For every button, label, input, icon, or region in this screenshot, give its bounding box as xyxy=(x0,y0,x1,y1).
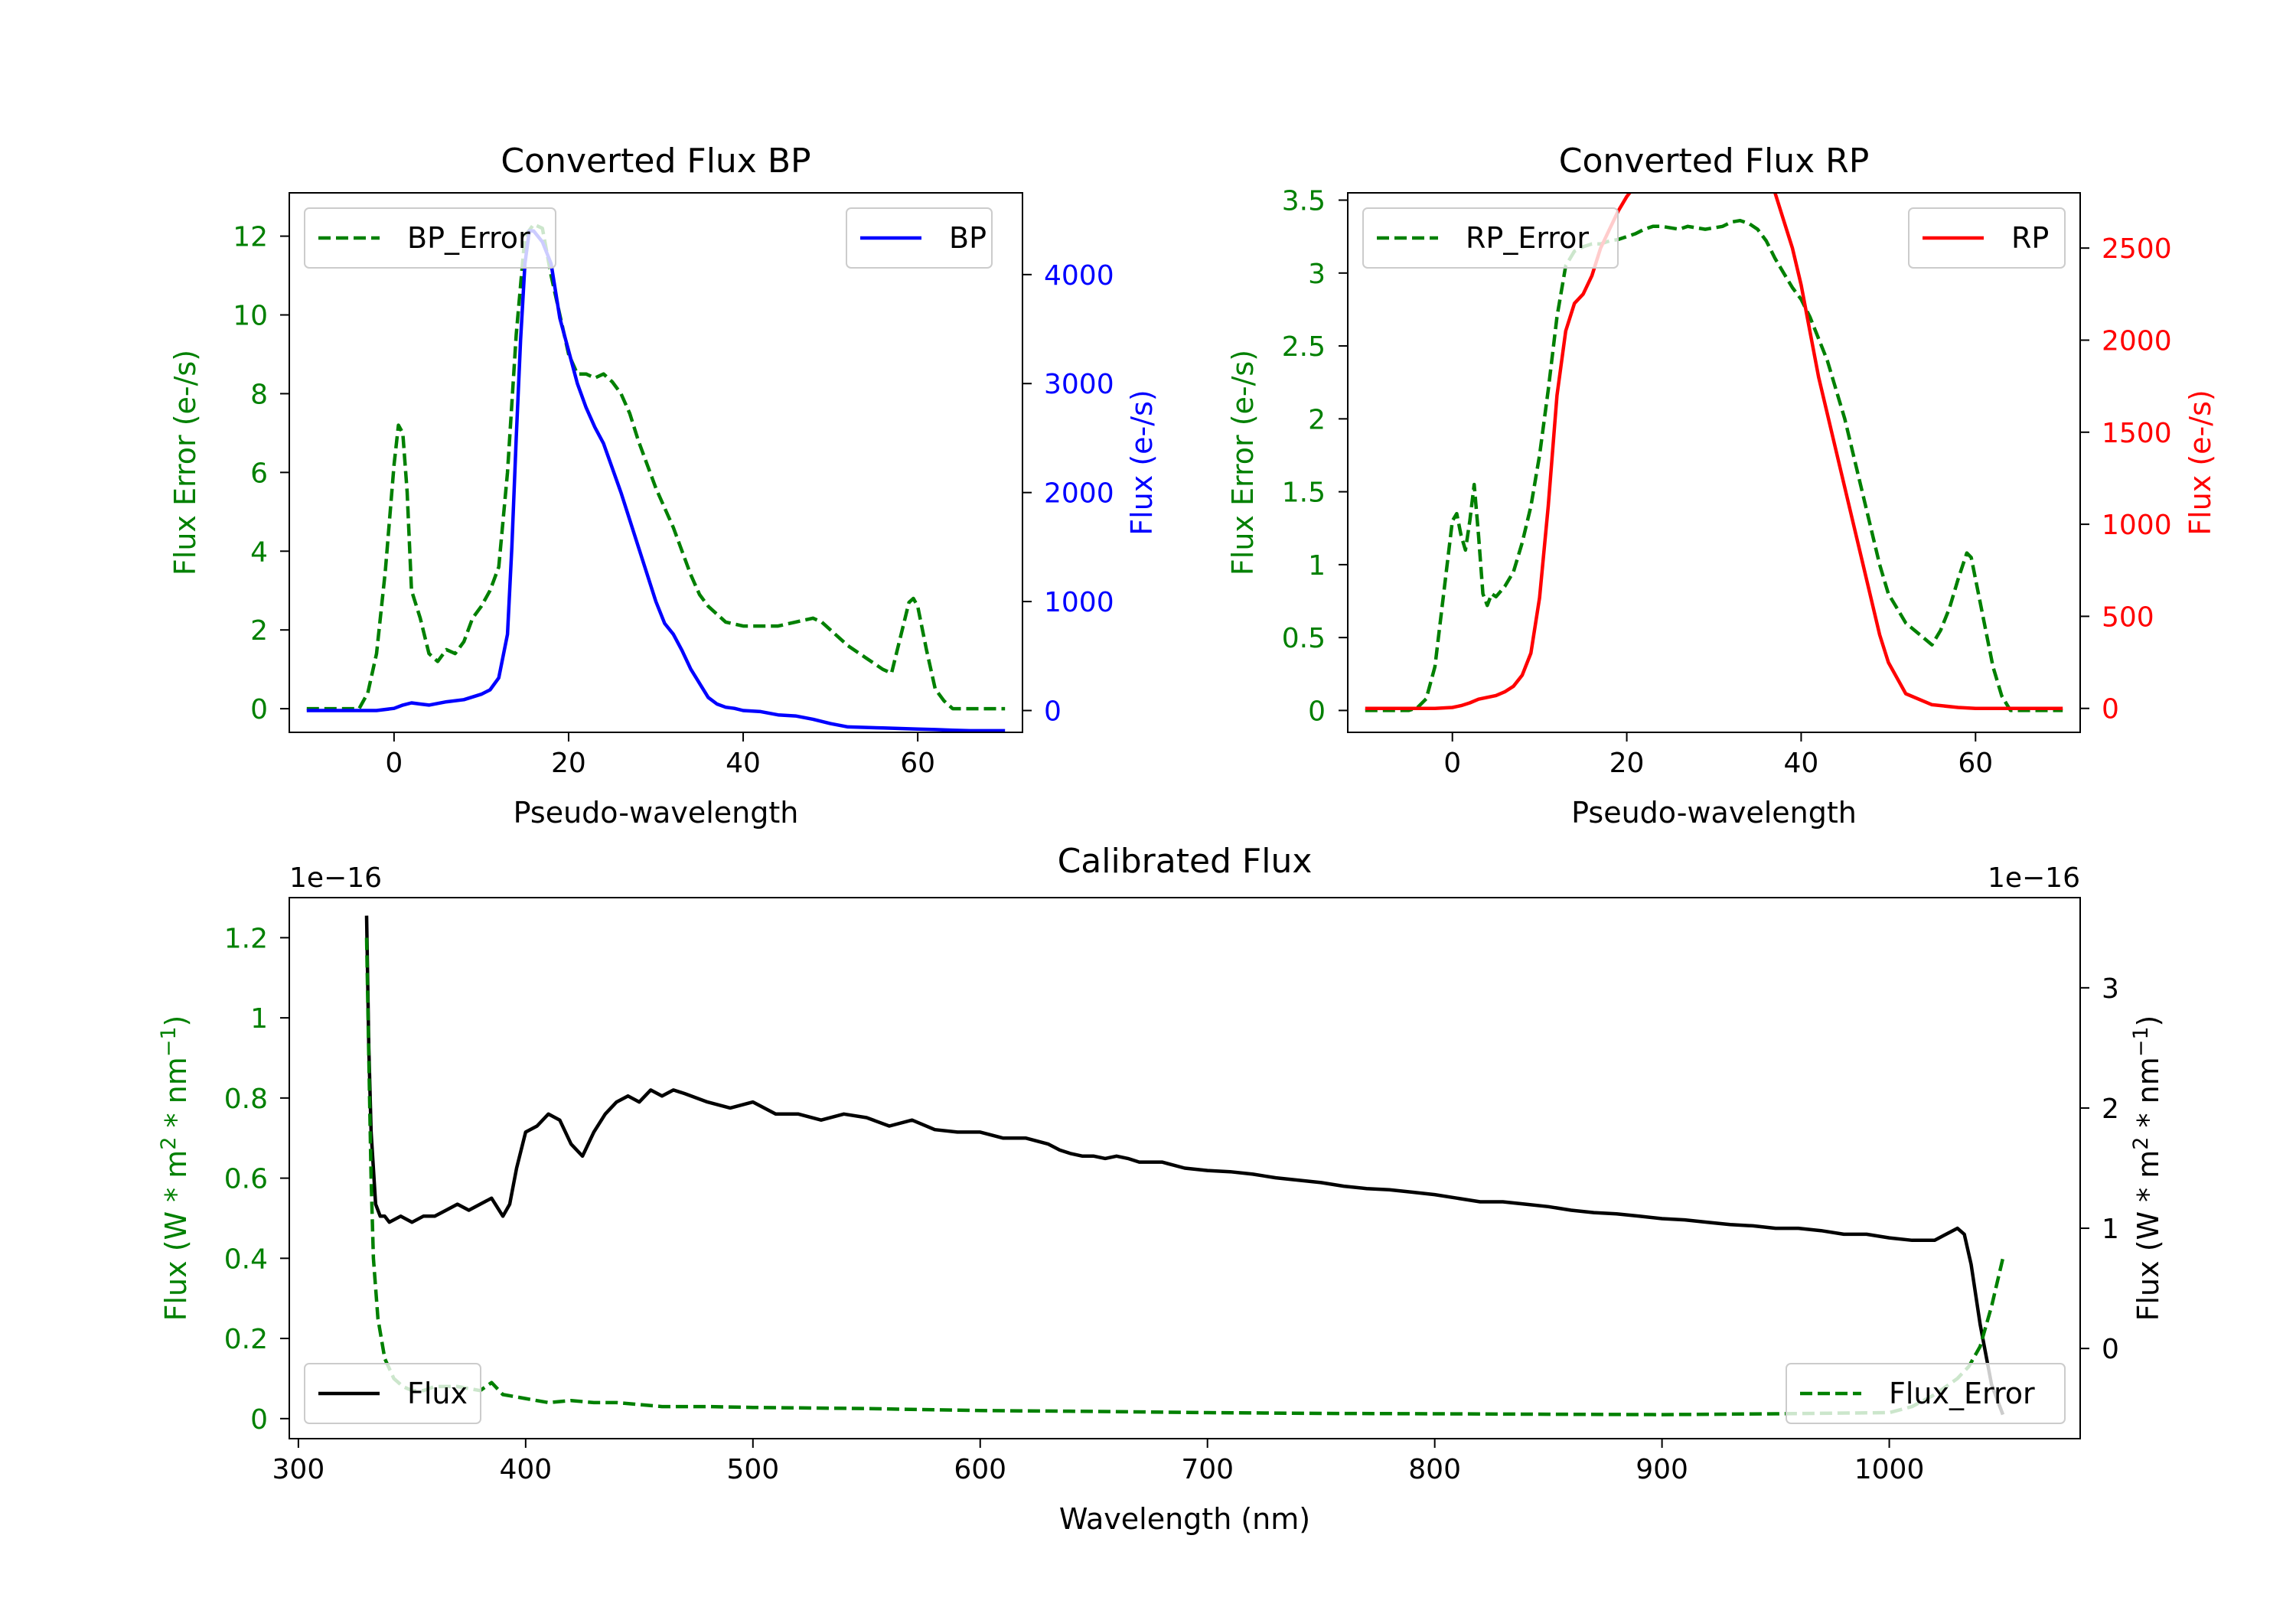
legend-flux: Flux xyxy=(304,1363,481,1424)
x-tick-label: 0 xyxy=(385,748,403,779)
y-right-tick-label: 1 xyxy=(2102,1214,2119,1245)
y-left-tick-label: 1 xyxy=(1308,550,1326,582)
legend-bp-error: BP_Error xyxy=(304,207,556,269)
legend-rp-error: RP_Error xyxy=(1362,207,1619,269)
series-line-rp xyxy=(1365,193,2063,710)
x-tick-label: 1000 xyxy=(1854,1454,1925,1485)
y-left-tick-label: 12 xyxy=(233,222,268,253)
series-line-rp-error xyxy=(1365,218,2063,712)
y-right-tick-label: 500 xyxy=(2102,601,2154,633)
y-right-tick-label: 0 xyxy=(2102,1334,2119,1365)
y-right-tick-label: 0 xyxy=(1044,696,1062,728)
series-line-bp-error xyxy=(306,222,1006,711)
y-left-tick-label: 3.5 xyxy=(1282,186,1326,217)
y-right-tick-label: 3000 xyxy=(1044,369,1114,400)
x-tick-label: 900 xyxy=(1636,1454,1688,1485)
x-tick-label: 60 xyxy=(1958,748,1993,779)
x-tick-label: 800 xyxy=(1408,1454,1461,1485)
y-right-tick-label: 0 xyxy=(2102,694,2119,725)
y-right-tick-label: 1000 xyxy=(1044,587,1114,618)
y-right-tick-label: 3 xyxy=(2102,973,2119,1005)
x-tick-label: 40 xyxy=(1784,748,1819,779)
x-tick-label: 20 xyxy=(1609,748,1645,779)
y-right-tick-label: 1500 xyxy=(2102,418,2172,449)
legend-label: RP_Error xyxy=(1466,221,1589,255)
x-axis-label: Pseudo-wavelength xyxy=(1571,796,1857,830)
legend-label: Flux_Error xyxy=(1889,1377,2035,1410)
y-left-tick-label: 1.5 xyxy=(1282,478,1326,509)
legend-label: Flux xyxy=(407,1377,468,1410)
y-left-tick-label: 0 xyxy=(250,694,268,725)
x-tick-label: 20 xyxy=(551,748,586,779)
y-left-axis-label: Flux Error (e-/s) xyxy=(168,350,202,575)
y-left-tick-label: 2 xyxy=(1308,404,1326,435)
y-right-tick-label: 1000 xyxy=(2102,510,2172,541)
y-left-tick-label: 2.5 xyxy=(1282,331,1326,363)
y-right-axis-label: Flux (e-/s) xyxy=(1125,390,1159,535)
rp-flux-panel: Converted Flux RP 0 20 40 60 0 0.5 1 1.5 2 2.5 3 3.5… xyxy=(1226,142,2217,830)
plot-frame xyxy=(289,192,1023,733)
y-right-offset-text: 1e−16 xyxy=(1988,862,2080,894)
y-left-tick-label: 0.8 xyxy=(224,1084,268,1115)
legend-bp: BP xyxy=(846,207,993,269)
y-left-tick-label: 0.2 xyxy=(224,1324,268,1355)
y-right-tick-label: 2500 xyxy=(2102,233,2172,265)
y-left-tick-label: 0.5 xyxy=(1282,623,1326,654)
chart-title: Converted Flux RP xyxy=(1559,142,1870,181)
x-axis-label: Wavelength (nm) xyxy=(1059,1502,1310,1536)
y-left-tick-label: 2 xyxy=(250,615,268,647)
legend-box xyxy=(304,207,556,269)
y-left-offset-text: 1e−16 xyxy=(289,862,382,894)
y-left-tick-label: 0 xyxy=(250,1404,268,1436)
bp-flux-panel: Converted Flux BP 0 20 40 60 0 2 4 6 8 10 12 0 1000 20… xyxy=(168,142,1159,830)
y-left-axis-label: Flux Error (e-/s) xyxy=(1226,350,1260,575)
x-tick-label: 400 xyxy=(499,1454,552,1485)
x-axis-label: Pseudo-wavelength xyxy=(514,796,799,830)
x-tick-label: 40 xyxy=(726,748,761,779)
y-right-tick-label: 2000 xyxy=(2102,325,2172,357)
legend-label: RP xyxy=(2011,221,2049,255)
plot-frame xyxy=(1347,192,2081,733)
x-tick-label: 700 xyxy=(1181,1454,1234,1485)
y-left-tick-label: 0 xyxy=(1308,696,1326,727)
y-left-tick-label: 3 xyxy=(1308,259,1326,290)
x-tick-label: 600 xyxy=(954,1454,1006,1485)
x-tick-label: 500 xyxy=(726,1454,779,1485)
series-group xyxy=(306,222,1006,732)
y-left-tick-label: 4 xyxy=(250,536,268,568)
y-right-axis-label: Flux (e-/s) xyxy=(2183,390,2217,535)
y-right-tick-label: 2 xyxy=(2102,1094,2119,1125)
chart-title: Converted Flux BP xyxy=(501,142,810,181)
series-group xyxy=(1365,193,2063,712)
y-left-axis-label: Flux (W * m2​ * nm−1​) xyxy=(157,1015,193,1322)
legend-rp: RP xyxy=(1908,207,2066,269)
x-tick-label: 60 xyxy=(900,748,935,779)
y-left-tick-label: 10 xyxy=(233,301,268,332)
legend-box xyxy=(1786,1363,2066,1424)
legend-box xyxy=(1362,207,1619,269)
legend-label: BP xyxy=(949,221,987,255)
y-left-tick-label: 8 xyxy=(250,379,268,410)
series-line-bp xyxy=(306,229,1006,732)
plot-frame xyxy=(289,897,2081,1439)
chart-title: Calibrated Flux xyxy=(1058,842,1313,881)
x-tick-label: 300 xyxy=(272,1454,325,1485)
y-left-tick-label: 1 xyxy=(250,1003,268,1035)
y-left-tick-label: 6 xyxy=(250,458,268,489)
legend-box xyxy=(304,1363,481,1424)
y-right-tick-label: 2000 xyxy=(1044,478,1114,510)
series-line-flux xyxy=(364,915,2005,1416)
y-left-tick-label: 0.4 xyxy=(224,1244,268,1275)
y-left-tick-label: 0.6 xyxy=(224,1164,268,1195)
legend-label: BP_Error xyxy=(407,221,530,255)
y-left-tick-label: 1.2 xyxy=(224,923,268,954)
legend-box xyxy=(1908,207,2066,269)
x-tick-label: 0 xyxy=(1443,748,1461,779)
y-right-tick-label: 4000 xyxy=(1044,260,1114,292)
y-right-axis-label: Flux (W * m2​ * nm−1​) xyxy=(2129,1015,2165,1322)
legend-flux-error: Flux_Error xyxy=(1786,1363,2066,1424)
